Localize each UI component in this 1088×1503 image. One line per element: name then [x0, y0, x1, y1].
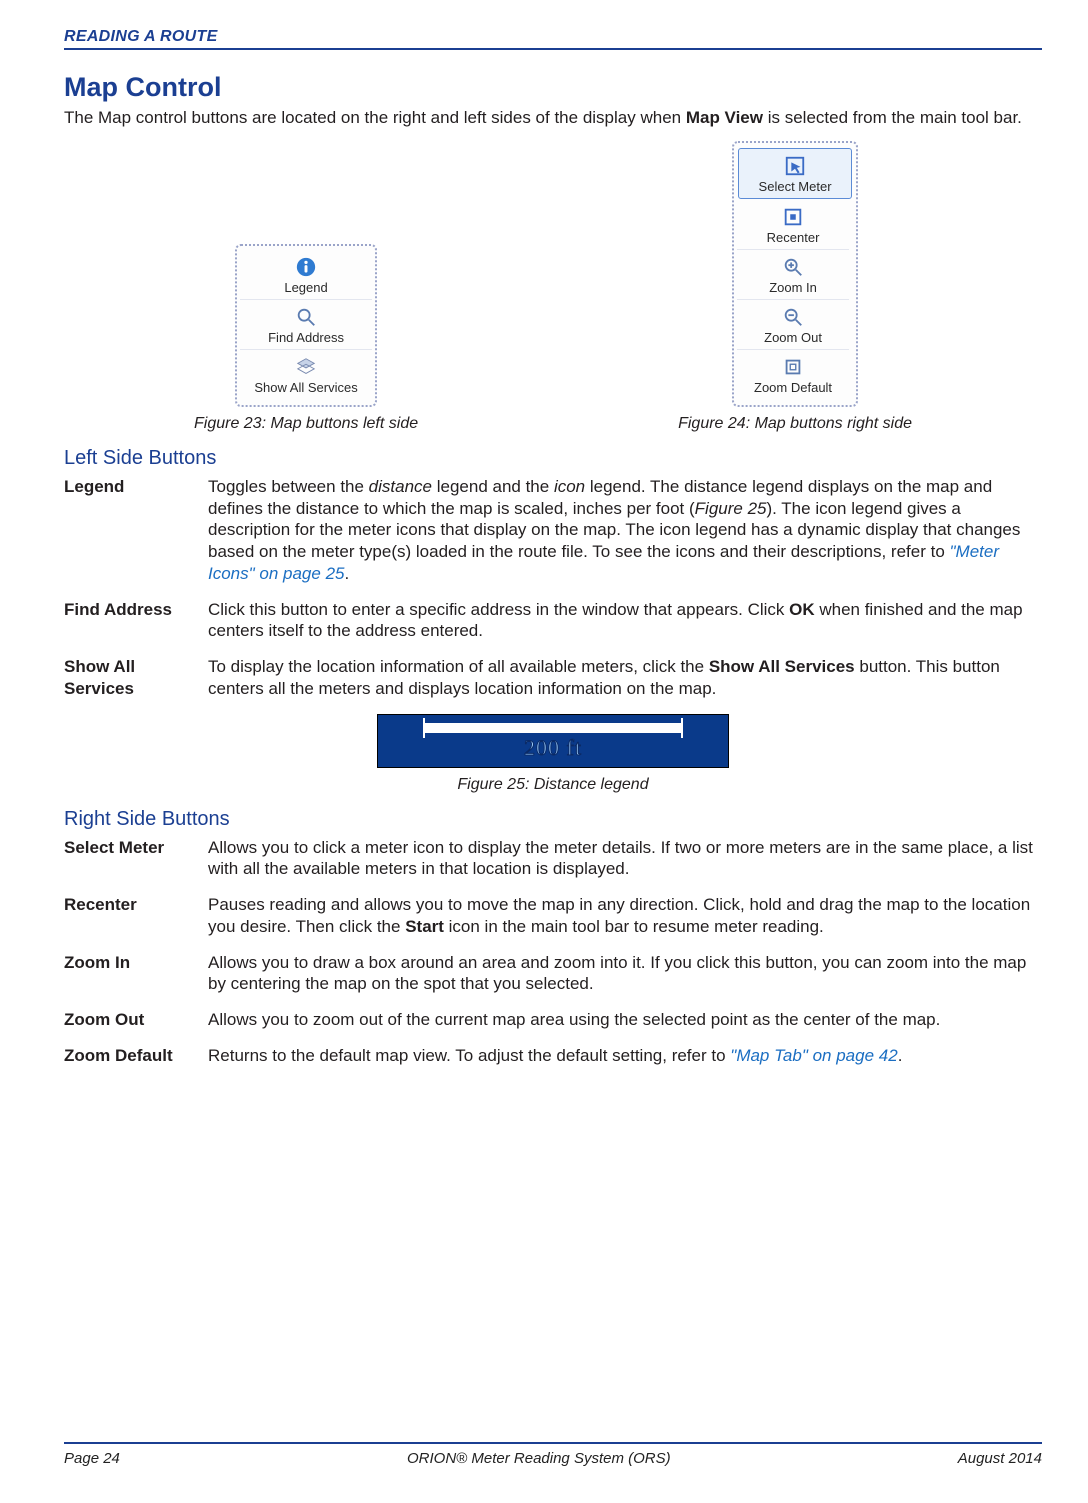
figure-24: Select Meter Recenter Zoom In Zoom Out Z… — [678, 141, 912, 433]
info-icon — [295, 256, 317, 278]
zoom-out-term: Zoom Out — [64, 1009, 202, 1031]
text: icon in the main tool bar to resume mete… — [444, 917, 824, 936]
text: To display the location information of a… — [208, 657, 709, 676]
recenter-term: Recenter — [64, 894, 202, 938]
show-all-services-button-label: Show All Services — [254, 380, 357, 395]
select-meter-button-label: Select Meter — [759, 179, 832, 194]
find-address-button[interactable]: Find Address — [240, 300, 372, 350]
footer-page: Page 24 — [64, 1450, 120, 1467]
right-side-buttons-heading: Right Side Buttons — [64, 808, 1042, 831]
recenter-button-label: Recenter — [767, 230, 820, 245]
recenter-desc: Pauses reading and allows you to move th… — [208, 894, 1042, 938]
select-meter-desc: Allows you to click a meter icon to disp… — [208, 837, 1042, 881]
text-bold: OK — [789, 600, 815, 619]
section-heading: Map Control — [64, 72, 1042, 103]
select-icon — [784, 155, 806, 177]
figure-25: 200 ft Figure 25: Distance legend — [64, 714, 1042, 794]
intro-paragraph: The Map control buttons are located on t… — [64, 107, 1042, 129]
right-definitions: Select Meter Allows you to click a meter… — [64, 837, 1042, 1067]
footer-date: August 2014 — [958, 1450, 1042, 1467]
text: The Map control buttons are located on t… — [64, 108, 686, 127]
layers-icon — [295, 356, 317, 378]
zoom-out-icon — [782, 306, 804, 328]
find-address-desc: Click this button to enter a specific ad… — [208, 599, 1042, 643]
zoom-in-button[interactable]: Zoom In — [737, 250, 849, 300]
search-icon — [295, 306, 317, 328]
distance-scale-bar — [423, 723, 683, 733]
footer-title: ORION® Meter Reading System (ORS) — [407, 1450, 671, 1467]
text: . — [898, 1046, 903, 1065]
text: is selected from the main tool bar. — [763, 108, 1022, 127]
header-rule — [64, 48, 1042, 50]
text: legend and the — [432, 477, 554, 496]
legend-desc: Toggles between the distance legend and … — [208, 476, 1042, 585]
show-all-services-desc: To display the location information of a… — [208, 656, 1042, 700]
select-meter-term: Select Meter — [64, 837, 202, 881]
legend-button-label: Legend — [284, 280, 327, 295]
legend-button[interactable]: Legend — [240, 250, 372, 300]
page-footer: Page 24 ORION® Meter Reading System (ORS… — [0, 1442, 1088, 1467]
zoom-default-desc: Returns to the default map view. To adju… — [208, 1045, 1042, 1067]
text: Click this button to enter a specific ad… — [208, 600, 789, 619]
find-address-button-label: Find Address — [268, 330, 344, 345]
left-toolbar: Legend Find Address Show All Services — [235, 244, 377, 407]
zoom-out-desc: Allows you to zoom out of the current ma… — [208, 1009, 1042, 1031]
zoom-default-button-label: Zoom Default — [754, 380, 832, 395]
running-head: READING A ROUTE — [64, 28, 1042, 46]
distance-value: 200 ft — [524, 735, 582, 761]
map-tab-link[interactable]: "Map Tab" on page 42 — [730, 1046, 897, 1065]
show-all-services-button[interactable]: Show All Services — [240, 350, 372, 399]
zoom-in-desc: Allows you to draw a box around an area … — [208, 952, 1042, 996]
text-italic: icon — [554, 477, 585, 496]
show-all-services-term: Show All Services — [64, 656, 202, 700]
recenter-button[interactable]: Recenter — [737, 200, 849, 250]
zoom-out-button[interactable]: Zoom Out — [737, 300, 849, 350]
text-bold: Map View — [686, 108, 763, 127]
select-meter-button[interactable]: Select Meter — [738, 148, 852, 199]
footer-rule — [64, 1442, 1042, 1444]
text: Returns to the default map view. To adju… — [208, 1046, 730, 1065]
figure-row: Legend Find Address Show All Services Fi… — [64, 141, 1042, 433]
text: . — [344, 564, 349, 583]
figure-23: Legend Find Address Show All Services Fi… — [194, 244, 418, 433]
zoom-default-icon — [782, 356, 804, 378]
figure-23-caption: Figure 23: Map buttons left side — [194, 415, 418, 433]
zoom-in-button-label: Zoom In — [769, 280, 817, 295]
right-toolbar: Select Meter Recenter Zoom In Zoom Out Z… — [732, 141, 858, 407]
legend-term: Legend — [64, 476, 202, 585]
text-bold: Show All Services — [709, 657, 855, 676]
text-bold: Start — [405, 917, 444, 936]
find-address-term: Find Address — [64, 599, 202, 643]
zoom-default-term: Zoom Default — [64, 1045, 202, 1067]
zoom-in-icon — [782, 256, 804, 278]
text: Toggles between the — [208, 477, 369, 496]
left-definitions: Legend Toggles between the distance lege… — [64, 476, 1042, 700]
zoom-default-button[interactable]: Zoom Default — [737, 350, 849, 399]
distance-legend: 200 ft — [377, 714, 729, 768]
recenter-icon — [782, 206, 804, 228]
figure-24-caption: Figure 24: Map buttons right side — [678, 415, 912, 433]
figure-25-caption: Figure 25: Distance legend — [64, 776, 1042, 794]
text-italic: Figure 25 — [695, 499, 767, 518]
zoom-out-button-label: Zoom Out — [764, 330, 822, 345]
zoom-in-term: Zoom In — [64, 952, 202, 996]
left-side-buttons-heading: Left Side Buttons — [64, 447, 1042, 470]
text-italic: distance — [369, 477, 432, 496]
